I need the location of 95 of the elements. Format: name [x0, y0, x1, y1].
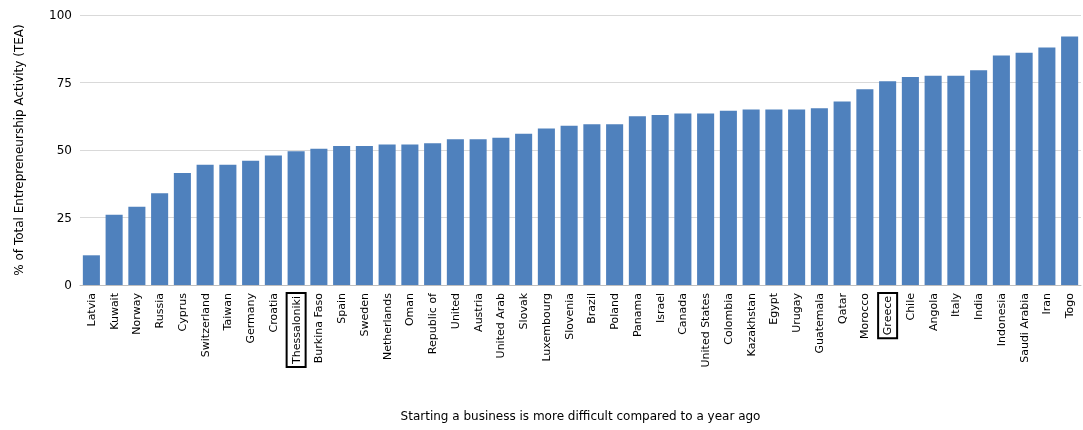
x-tick-label: Spain [335, 292, 349, 324]
y-tick-label: 0 [64, 278, 72, 292]
bar [333, 145, 351, 285]
x-tick-label: Kazakhstan [744, 292, 758, 357]
bar [628, 116, 646, 285]
bar [674, 113, 692, 285]
x-tick-label: Slovenia [562, 293, 576, 340]
x-tick-label: Netherlands [380, 292, 394, 361]
x-tick-label: Switzerland [198, 293, 212, 358]
x-tick-label: Burkina Faso [312, 292, 326, 364]
bar [310, 148, 328, 285]
x-tick-label: Cyprus [175, 292, 189, 332]
bar [719, 110, 737, 285]
x-tick-label: Poland [608, 293, 622, 330]
x-tick-label: Austria [471, 293, 485, 332]
bar [492, 137, 510, 285]
bar [424, 143, 442, 285]
x-tick-label: Indonesia [994, 293, 1008, 347]
x-tick-label: Chile [903, 292, 917, 321]
bar [173, 172, 191, 285]
bar [583, 124, 601, 285]
x-tick-label: Taiwan [221, 292, 235, 332]
bar [1038, 47, 1056, 285]
bar [606, 124, 624, 285]
x-tick-label: Panama [630, 293, 644, 338]
bar [242, 160, 260, 285]
x-tick-label: Thessaloniki [289, 296, 303, 365]
y-axis-title: % of Total Entrepreneurship Activity (TEA) [12, 24, 26, 276]
bar [742, 109, 760, 285]
bar [833, 101, 851, 285]
bar [515, 133, 533, 285]
x-tick-label: Italy [949, 292, 963, 317]
x-tick-label: Guatemala [812, 293, 826, 354]
bar [219, 164, 237, 285]
x-tick-label: United States [699, 292, 713, 368]
x-tick-label: Togo [1063, 292, 1077, 320]
x-tick-label: Saudi Arabia [1017, 293, 1031, 363]
x-tick-label: United [448, 293, 462, 330]
x-tick-label: Germany [244, 292, 258, 344]
x-tick-label: Republic of [426, 291, 440, 355]
bar [947, 75, 965, 285]
bar [765, 109, 783, 285]
bar [788, 109, 806, 285]
x-tick-label: Qatar [835, 292, 849, 324]
bar [651, 114, 669, 285]
bar [105, 214, 123, 285]
bar [1015, 52, 1033, 285]
x-tick-label: Angola [926, 293, 940, 332]
x-tick-label: Canada [676, 293, 690, 335]
bar [151, 193, 169, 285]
x-tick-label: Oman [403, 292, 417, 327]
x-tick-label: Urugay [790, 292, 804, 333]
bar [401, 144, 419, 285]
x-tick-label: Norway [130, 292, 144, 335]
bar [560, 125, 578, 285]
x-tick-label: India [972, 293, 986, 320]
x-tick-label: Iran [1040, 292, 1054, 315]
bar [879, 81, 897, 285]
bar [970, 70, 988, 285]
y-tick-label: 50 [56, 143, 72, 157]
y-tick-label: 75 [56, 75, 72, 90]
bar [446, 139, 464, 285]
x-tick-label: Croatia [266, 293, 280, 333]
x-tick-label: Egypt [767, 292, 781, 325]
bar [264, 155, 282, 285]
x-tick-label: Morocco [858, 292, 872, 340]
bar [128, 206, 146, 285]
x-tick-label: United Arab [494, 293, 508, 359]
x-tick-label: Slovak [517, 292, 531, 330]
bar [82, 255, 100, 285]
bar [196, 164, 214, 285]
bar [287, 151, 305, 285]
bar [1061, 36, 1079, 285]
bar [378, 144, 396, 285]
bar [856, 89, 874, 285]
x-tick-label: Colombia [721, 293, 735, 345]
bar [469, 139, 487, 285]
bar [697, 113, 715, 285]
x-tick-label: Luxembourg [539, 293, 553, 362]
bar [901, 77, 919, 285]
x-tick-label: Russia [153, 293, 167, 329]
y-tick-label: 25 [56, 210, 72, 225]
y-tick-label: 100 [49, 8, 72, 22]
x-tick-label: Greece [881, 295, 895, 336]
bar [810, 108, 828, 285]
x-tick-label: Brazil [585, 293, 599, 324]
bar [924, 75, 942, 285]
x-tick-label: Kuwait [107, 292, 121, 330]
bar [355, 145, 373, 285]
x-tick-label: Israel [653, 293, 667, 324]
x-tick-label: Latvia [84, 293, 98, 327]
x-axis-title: Starting a business is more difficult compared to a year ago [400, 409, 761, 423]
x-tick-label: Sweden [357, 292, 371, 337]
bar [992, 55, 1010, 285]
bar [537, 128, 555, 285]
